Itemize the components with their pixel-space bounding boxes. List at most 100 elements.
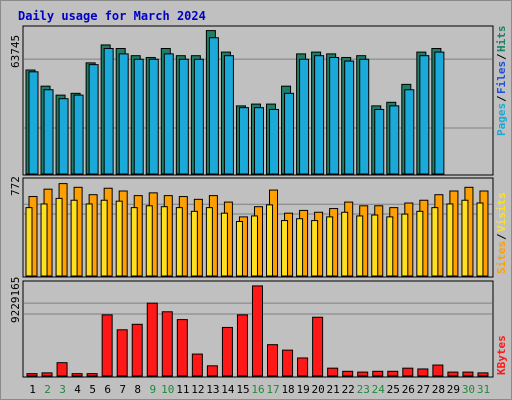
kbytes-bar-day-3 <box>56 362 68 377</box>
hits-bar-day-24 <box>374 108 385 175</box>
kbytes-bar-day-20 <box>312 316 324 377</box>
kbytes-bar-day-9 <box>146 302 158 377</box>
sites-bar-day-22 <box>341 211 349 277</box>
kbytes-bar-day-17 <box>267 344 279 377</box>
visits-sites-ymax-label: 772 <box>9 176 22 196</box>
hits-bar-day-16 <box>253 107 264 175</box>
legend-separator: / <box>495 233 508 240</box>
x-tick-label: 9 <box>149 383 156 396</box>
hits-bar-day-13 <box>208 37 219 175</box>
kbytes-bar-day-30 <box>462 371 474 377</box>
hits-bar-day-23 <box>359 58 370 175</box>
hits-bar-day-21 <box>329 56 340 175</box>
sites-bar-day-29 <box>446 203 454 277</box>
sites-bar-day-10 <box>160 206 168 277</box>
x-axis-day-labels: 1 2 3 4 5 6 7 8 9 10 11 12 13 14 15 16 17 18 19 20 21 22 23 24 2… <box>29 383 490 396</box>
kbytes-legend-0: KBytes <box>495 335 508 375</box>
hits-bar-day-8 <box>133 58 144 175</box>
kbytes-bar-day-2 <box>41 372 53 377</box>
kbytes-bar-day-29 <box>447 371 459 377</box>
pages-files-hits-legend-0: Pages <box>495 103 508 136</box>
kbytes-bar-day-21 <box>327 367 339 377</box>
kbytes-bar-day-19 <box>297 357 309 377</box>
kbytes-bar-day-26 <box>402 367 414 377</box>
legend-separator: / <box>495 53 508 60</box>
kbytes-bar-day-27 <box>417 368 429 377</box>
kbytes-bar-day-5 <box>86 373 98 377</box>
kbytes-bar-day-4 <box>71 373 83 377</box>
x-tick-label: 2 <box>44 383 51 396</box>
hits-bar-day-10 <box>163 53 174 175</box>
sites-bar-day-31 <box>476 202 484 277</box>
sites-bar-day-11 <box>175 207 183 277</box>
hits-bar-day-2 <box>43 89 54 175</box>
kbytes-bar-day-31 <box>477 372 489 377</box>
kbytes-bar-day-15 <box>236 314 248 377</box>
kbytes-ymax-label: 9229165 <box>9 277 22 323</box>
kbytes-bar-day-6 <box>101 314 113 377</box>
x-tick-label: 28 <box>432 383 445 396</box>
sites-bar-day-19 <box>296 218 304 277</box>
hits-bar-day-9 <box>148 58 159 175</box>
sites-bar-day-7 <box>115 200 123 277</box>
x-tick-label: 12 <box>191 383 204 396</box>
hits-bar-day-17 <box>269 108 280 175</box>
hits-bar-day-19 <box>299 58 310 175</box>
sites-bar-day-17 <box>266 204 274 277</box>
kbytes-bar-day-23 <box>357 371 369 377</box>
x-tick-label: 30 <box>462 383 475 396</box>
hits-bar-day-15 <box>238 107 249 175</box>
hits-bar-day-1 <box>28 71 39 175</box>
x-tick-label: 24 <box>372 383 386 396</box>
sites-bar-day-8 <box>130 207 138 277</box>
hits-bar-day-26 <box>404 89 415 175</box>
x-tick-label: 31 <box>477 383 490 396</box>
sites-bar-day-9 <box>145 205 153 277</box>
hits-bar-day-18 <box>284 92 295 175</box>
kbytes-bar-day-25 <box>387 370 399 377</box>
kbytes-bar-day-8 <box>131 323 143 377</box>
visits-sites-panel <box>22 177 494 278</box>
hits-bar-day-25 <box>389 105 400 175</box>
x-tick-label: 25 <box>387 383 400 396</box>
hits-bar-day-12 <box>193 58 204 175</box>
x-tick-label: 11 <box>176 383 189 396</box>
sites-bar-day-12 <box>190 210 198 277</box>
x-tick-label: 27 <box>417 383 430 396</box>
kbytes-bar-day-13 <box>206 365 218 377</box>
sites-bar-day-23 <box>356 215 364 277</box>
sites-bar-day-27 <box>416 210 424 277</box>
sites-bar-day-4 <box>70 199 78 277</box>
kbytes-bar-day-16 <box>251 285 263 377</box>
sites-bar-day-16 <box>250 215 258 277</box>
sites-bar-day-14 <box>220 212 228 277</box>
hits-bar-day-6 <box>103 48 114 175</box>
sites-bar-day-5 <box>85 203 93 277</box>
chart-title: Daily usage for March 2024 <box>18 9 206 23</box>
sites-bar-day-21 <box>326 216 334 277</box>
x-tick-label: 23 <box>357 383 370 396</box>
sites-bar-day-6 <box>100 199 108 277</box>
sites-bar-day-20 <box>311 220 319 277</box>
x-tick-label: 5 <box>89 383 96 396</box>
x-tick-label: 7 <box>119 383 126 396</box>
hits-bar-day-4 <box>73 94 84 175</box>
kbytes-bar-day-22 <box>342 370 354 377</box>
hits-bar-day-7 <box>118 53 129 175</box>
sites-bar-day-1 <box>25 207 33 277</box>
kbytes-bar-day-28 <box>432 364 444 377</box>
kbytes-bar-day-18 <box>282 349 294 377</box>
hits-bar-day-14 <box>223 55 234 175</box>
pages-files-hits-legend-1: Files <box>495 61 508 94</box>
hits-bar-day-22 <box>344 60 355 175</box>
kbytes-bar-day-11 <box>176 319 188 377</box>
kbytes-bar-day-14 <box>221 326 233 377</box>
hits-bar-day-20 <box>314 55 325 175</box>
x-tick-label: 17 <box>266 383 279 396</box>
kbytes-bar-day-10 <box>161 311 173 377</box>
sites-bar-day-18 <box>281 220 289 277</box>
kbytes-bar-day-24 <box>372 370 384 377</box>
x-tick-label: 3 <box>59 383 66 396</box>
sites-bar-day-25 <box>386 216 394 277</box>
